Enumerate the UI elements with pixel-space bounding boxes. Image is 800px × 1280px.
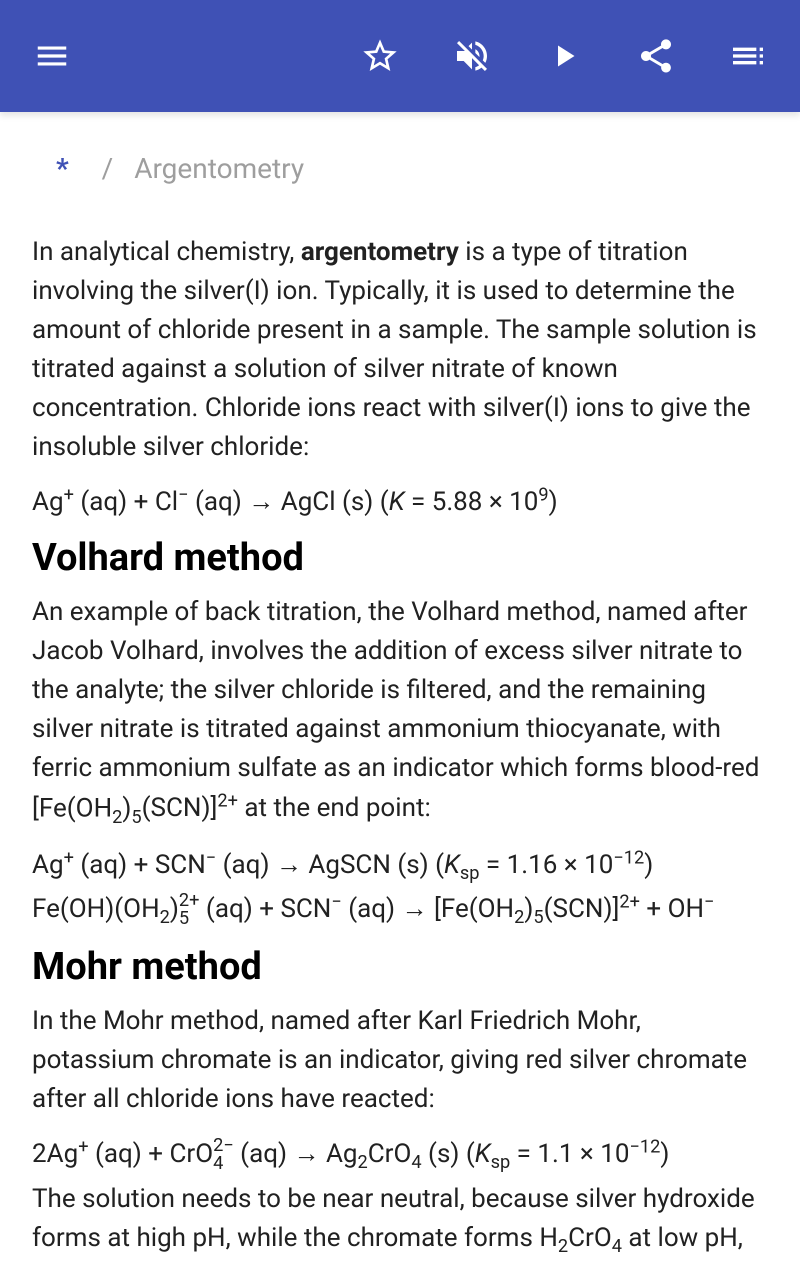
formula-2a: Ag+ (aq) + SCN− (aq) → AgSCN (s) (Ksp = … bbox=[32, 845, 768, 888]
breadcrumb-title: Argentometry bbox=[134, 152, 304, 185]
mohr-paragraph-1: In the Mohr method, named after Karl Fri… bbox=[32, 1002, 768, 1119]
star-icon[interactable] bbox=[358, 34, 402, 78]
header-left bbox=[30, 34, 74, 78]
heading-volhard: Volhard method bbox=[32, 530, 768, 587]
term-bold: argentometry bbox=[301, 237, 459, 267]
play-icon[interactable] bbox=[542, 34, 586, 78]
list-icon[interactable] bbox=[726, 34, 770, 78]
formula-3: 2Ag+ (aq) + CrO2−4 (aq) → Ag2CrO4 (s) (K… bbox=[32, 1133, 768, 1176]
menu-icon[interactable] bbox=[30, 34, 74, 78]
share-icon[interactable] bbox=[634, 34, 678, 78]
formula-2b: Fe(OH)(OH2)2+5 (aq) + SCN− (aq) → [Fe(OH… bbox=[32, 888, 768, 931]
heading-mohr: Mohr method bbox=[32, 939, 768, 996]
mohr-paragraph-2: The solution needs to be near neutral, b… bbox=[32, 1180, 768, 1260]
app-header bbox=[0, 0, 800, 112]
header-right bbox=[358, 34, 770, 78]
mute-icon[interactable] bbox=[450, 34, 494, 78]
breadcrumb-separator: / bbox=[102, 152, 114, 185]
content-area: * / Argentometry In analytical chemistry… bbox=[0, 112, 800, 1261]
breadcrumb-home[interactable]: * bbox=[56, 152, 69, 185]
intro-paragraph: In analytical chemistry, argentometry is… bbox=[32, 233, 768, 467]
volhard-paragraph: An example of back titration, the Volhar… bbox=[32, 593, 768, 831]
formula-1: Ag+ (aq) + Cl− (aq) → AgCl (s) (K = 5.88… bbox=[32, 481, 768, 522]
breadcrumb: * / Argentometry bbox=[32, 152, 768, 185]
article-body: In analytical chemistry, argentometry is… bbox=[32, 233, 768, 1261]
